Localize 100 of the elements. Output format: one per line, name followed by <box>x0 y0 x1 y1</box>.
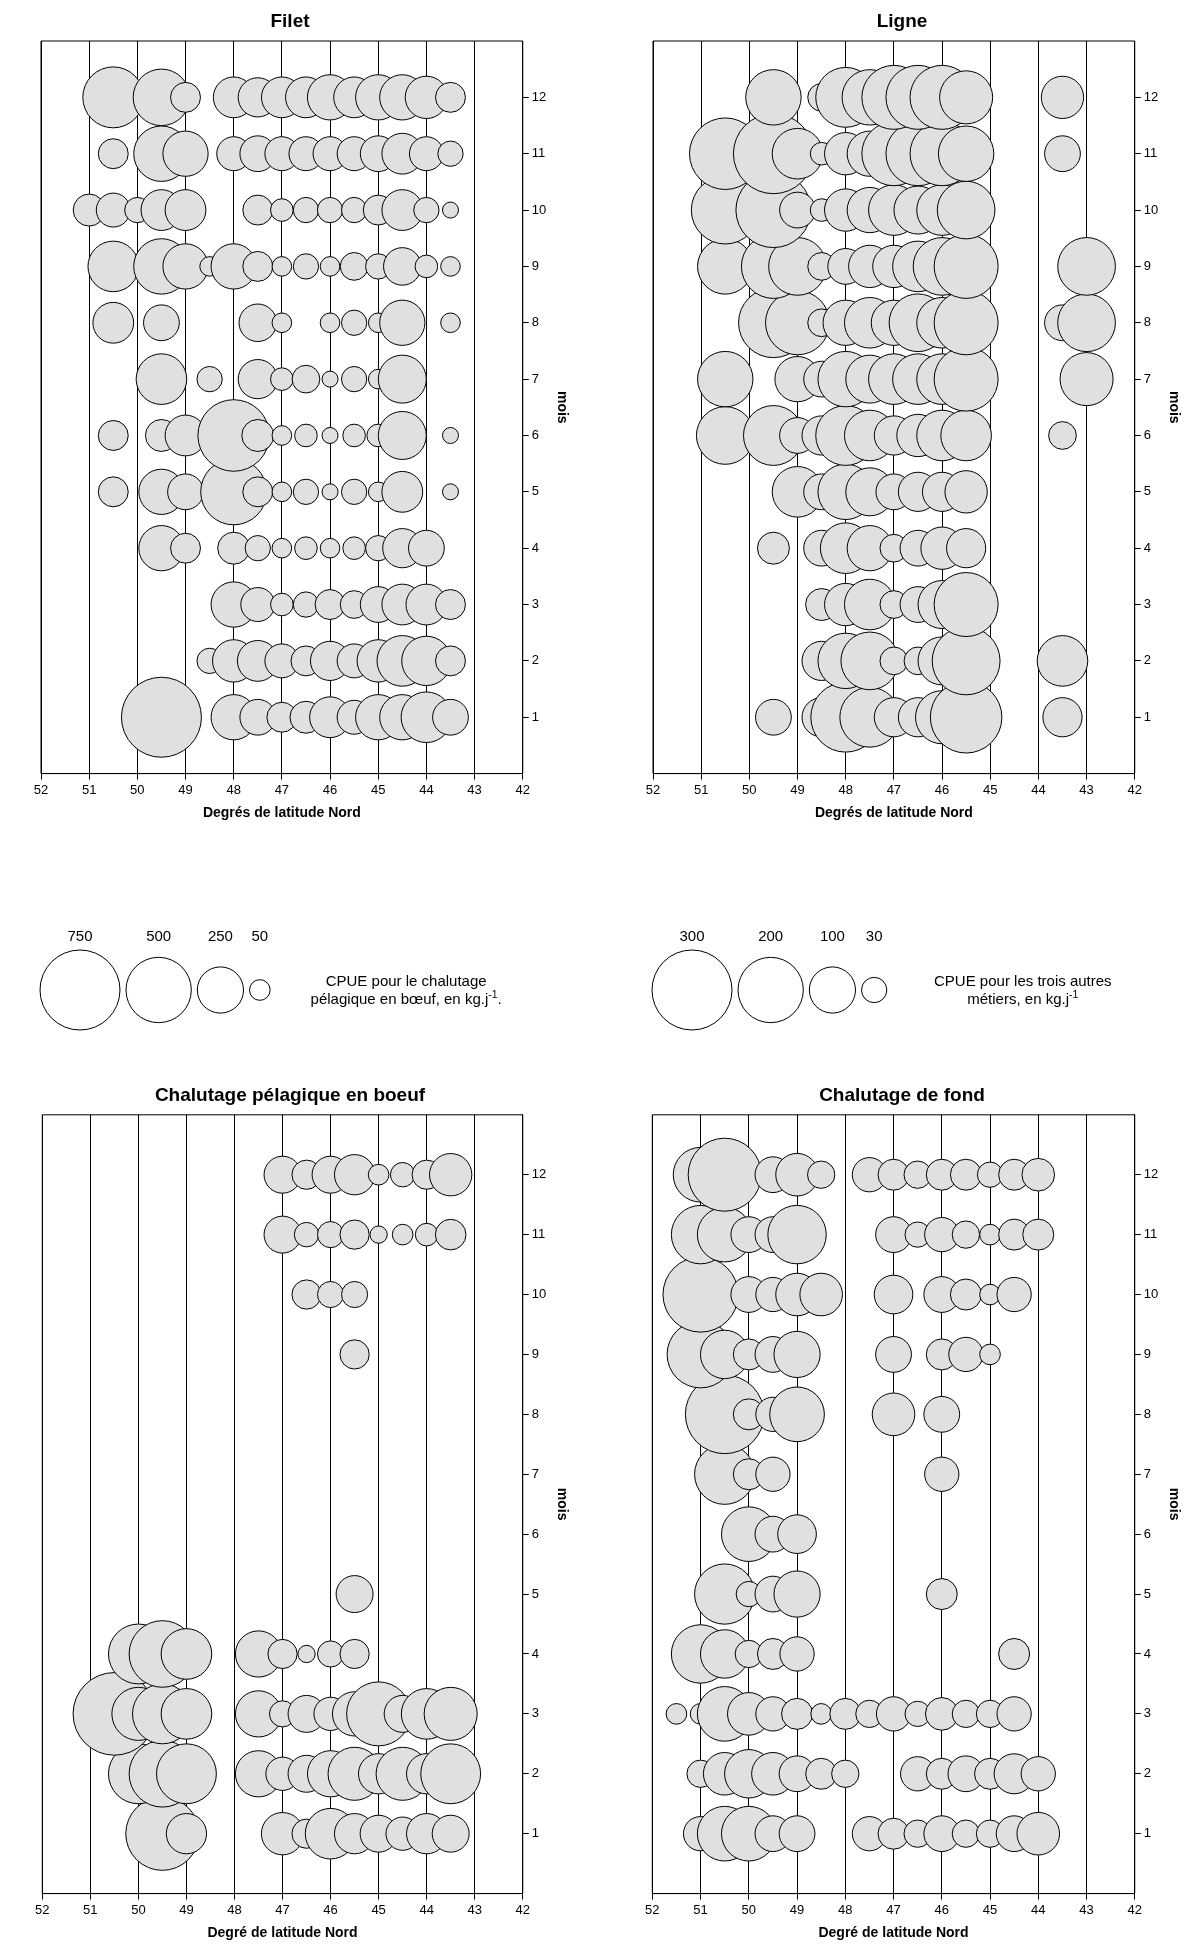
x-axis-title: Degré de latitude Nord <box>818 1924 969 1941</box>
legend-label: 250 <box>207 926 233 944</box>
x-tick-label: 45 <box>371 1901 386 1917</box>
y-tick-label: 8 <box>531 1405 539 1421</box>
y-tick-label: 12 <box>1143 1166 1159 1182</box>
x-axis-title: Degré de latitude Nord <box>207 1924 358 1941</box>
x-tick-label: 48 <box>226 781 241 797</box>
y-tick-label: 10 <box>531 1286 547 1302</box>
y-tick-label: 8 <box>531 314 539 330</box>
y-tick-label: 6 <box>531 1525 539 1541</box>
x-tick-label: 50 <box>741 1901 757 1917</box>
x-tick-label: 45 <box>982 1901 998 1917</box>
y-tick-label: 12 <box>1143 88 1159 104</box>
x-tick-label: 42 <box>1127 1901 1142 1917</box>
x-tick-label: 42 <box>515 1901 530 1917</box>
y-axis-title: mois <box>1166 390 1183 424</box>
x-tick-label: 42 <box>1127 781 1142 797</box>
y-tick-label: 5 <box>1143 483 1151 499</box>
x-tick-label: 43 <box>1079 1901 1094 1917</box>
y-tick-label: 10 <box>1143 1286 1159 1302</box>
x-tick-label: 49 <box>789 1901 805 1917</box>
y-tick-label: 5 <box>531 483 539 499</box>
x-tick-label: 44 <box>419 1901 434 1917</box>
y-tick-label: 11 <box>1143 145 1158 161</box>
y-tick-label: 3 <box>1143 1705 1151 1721</box>
y-tick-label: 8 <box>1143 1405 1151 1421</box>
x-tick-label: 43 <box>1079 781 1094 797</box>
y-tick-label: 2 <box>1143 652 1151 668</box>
x-axis-title: Degrés de latitude Nord <box>814 804 973 821</box>
y-tick-label: 6 <box>1143 427 1151 443</box>
x-tick-label: 44 <box>419 781 434 797</box>
chart-title: Filet <box>270 9 311 31</box>
legend-label: 30 <box>865 926 883 944</box>
y-tick-label: 3 <box>531 1705 539 1721</box>
x-tick-label: 43 <box>467 1901 482 1917</box>
chart-title: Chalutage pélagique en boeuf <box>154 1083 426 1105</box>
y-tick-label: 10 <box>1143 201 1159 217</box>
x-tick-label: 49 <box>179 1901 194 1917</box>
y-tick-label: 1 <box>531 708 539 724</box>
y-axis-title: mois <box>554 1487 571 1521</box>
y-tick-label: 2 <box>531 1765 539 1781</box>
x-tick-label: 47 <box>886 781 902 797</box>
y-tick-label: 8 <box>1143 314 1151 330</box>
x-tick-label: 42 <box>515 781 530 797</box>
chart-title: Ligne <box>876 9 928 31</box>
x-tick-label: 49 <box>790 781 805 797</box>
y-tick-label: 4 <box>1143 1645 1151 1661</box>
x-tick-label: 52 <box>33 781 49 797</box>
legend-label: 750 <box>67 926 93 944</box>
y-tick-label: 11 <box>531 145 546 161</box>
x-axis-title: Degrés de latitude Nord <box>202 804 361 821</box>
chart-title: Chalutage de fond <box>819 1083 985 1105</box>
y-tick-label: 7 <box>1143 1465 1151 1481</box>
x-tick-label: 51 <box>693 1901 708 1917</box>
x-tick-label: 48 <box>838 1901 853 1917</box>
y-tick-label: 9 <box>1143 1346 1151 1362</box>
x-tick-label: 49 <box>178 781 193 797</box>
y-tick-label: 11 <box>531 1226 546 1242</box>
x-tick-label: 47 <box>275 1901 290 1917</box>
y-tick-label: 11 <box>1143 1226 1158 1242</box>
x-tick-label: 51 <box>693 781 709 797</box>
y-tick-label: 7 <box>531 370 539 386</box>
y-tick-label: 2 <box>1143 1765 1151 1781</box>
x-tick-label: 51 <box>83 1901 98 1917</box>
x-tick-label: 46 <box>934 781 950 797</box>
y-tick-label: 3 <box>531 596 539 612</box>
legend-label: 200 <box>758 926 784 944</box>
y-tick-label: 10 <box>531 201 547 217</box>
x-tick-label: 52 <box>645 781 661 797</box>
x-tick-label: 52 <box>645 1901 660 1917</box>
y-tick-label: 9 <box>531 257 539 273</box>
y-tick-label: 5 <box>1143 1585 1151 1601</box>
x-tick-label: 43 <box>467 781 482 797</box>
x-tick-label: 47 <box>274 781 290 797</box>
y-tick-label: 1 <box>531 1825 539 1841</box>
legend-label: 100 <box>819 926 845 944</box>
x-tick-label: 47 <box>886 1901 901 1917</box>
x-tick-label: 50 <box>130 781 145 797</box>
y-tick-label: 6 <box>531 427 539 443</box>
x-tick-label: 46 <box>322 781 338 797</box>
x-tick-label: 44 <box>1031 1901 1046 1917</box>
y-tick-label: 7 <box>531 1465 539 1481</box>
y-axis-title: mois <box>554 390 571 424</box>
x-tick-label: 48 <box>227 1901 242 1917</box>
y-tick-label: 9 <box>531 1346 539 1362</box>
legend-label: 50 <box>251 926 269 944</box>
y-tick-label: 9 <box>1143 257 1151 273</box>
legend-label: 500 <box>146 926 172 944</box>
y-tick-label: 4 <box>531 1645 539 1661</box>
y-tick-label: 12 <box>531 88 547 104</box>
y-axis-title: mois <box>1166 1487 1183 1521</box>
x-tick-label: 45 <box>982 781 998 797</box>
y-tick-label: 1 <box>1143 708 1151 724</box>
y-tick-label: 2 <box>531 652 539 668</box>
y-tick-label: 4 <box>1143 539 1151 555</box>
y-tick-label: 1 <box>1143 1825 1151 1841</box>
y-tick-label: 6 <box>1143 1525 1151 1541</box>
x-tick-label: 50 <box>131 1901 146 1917</box>
y-tick-label: 5 <box>531 1585 539 1601</box>
x-tick-label: 44 <box>1031 781 1046 797</box>
